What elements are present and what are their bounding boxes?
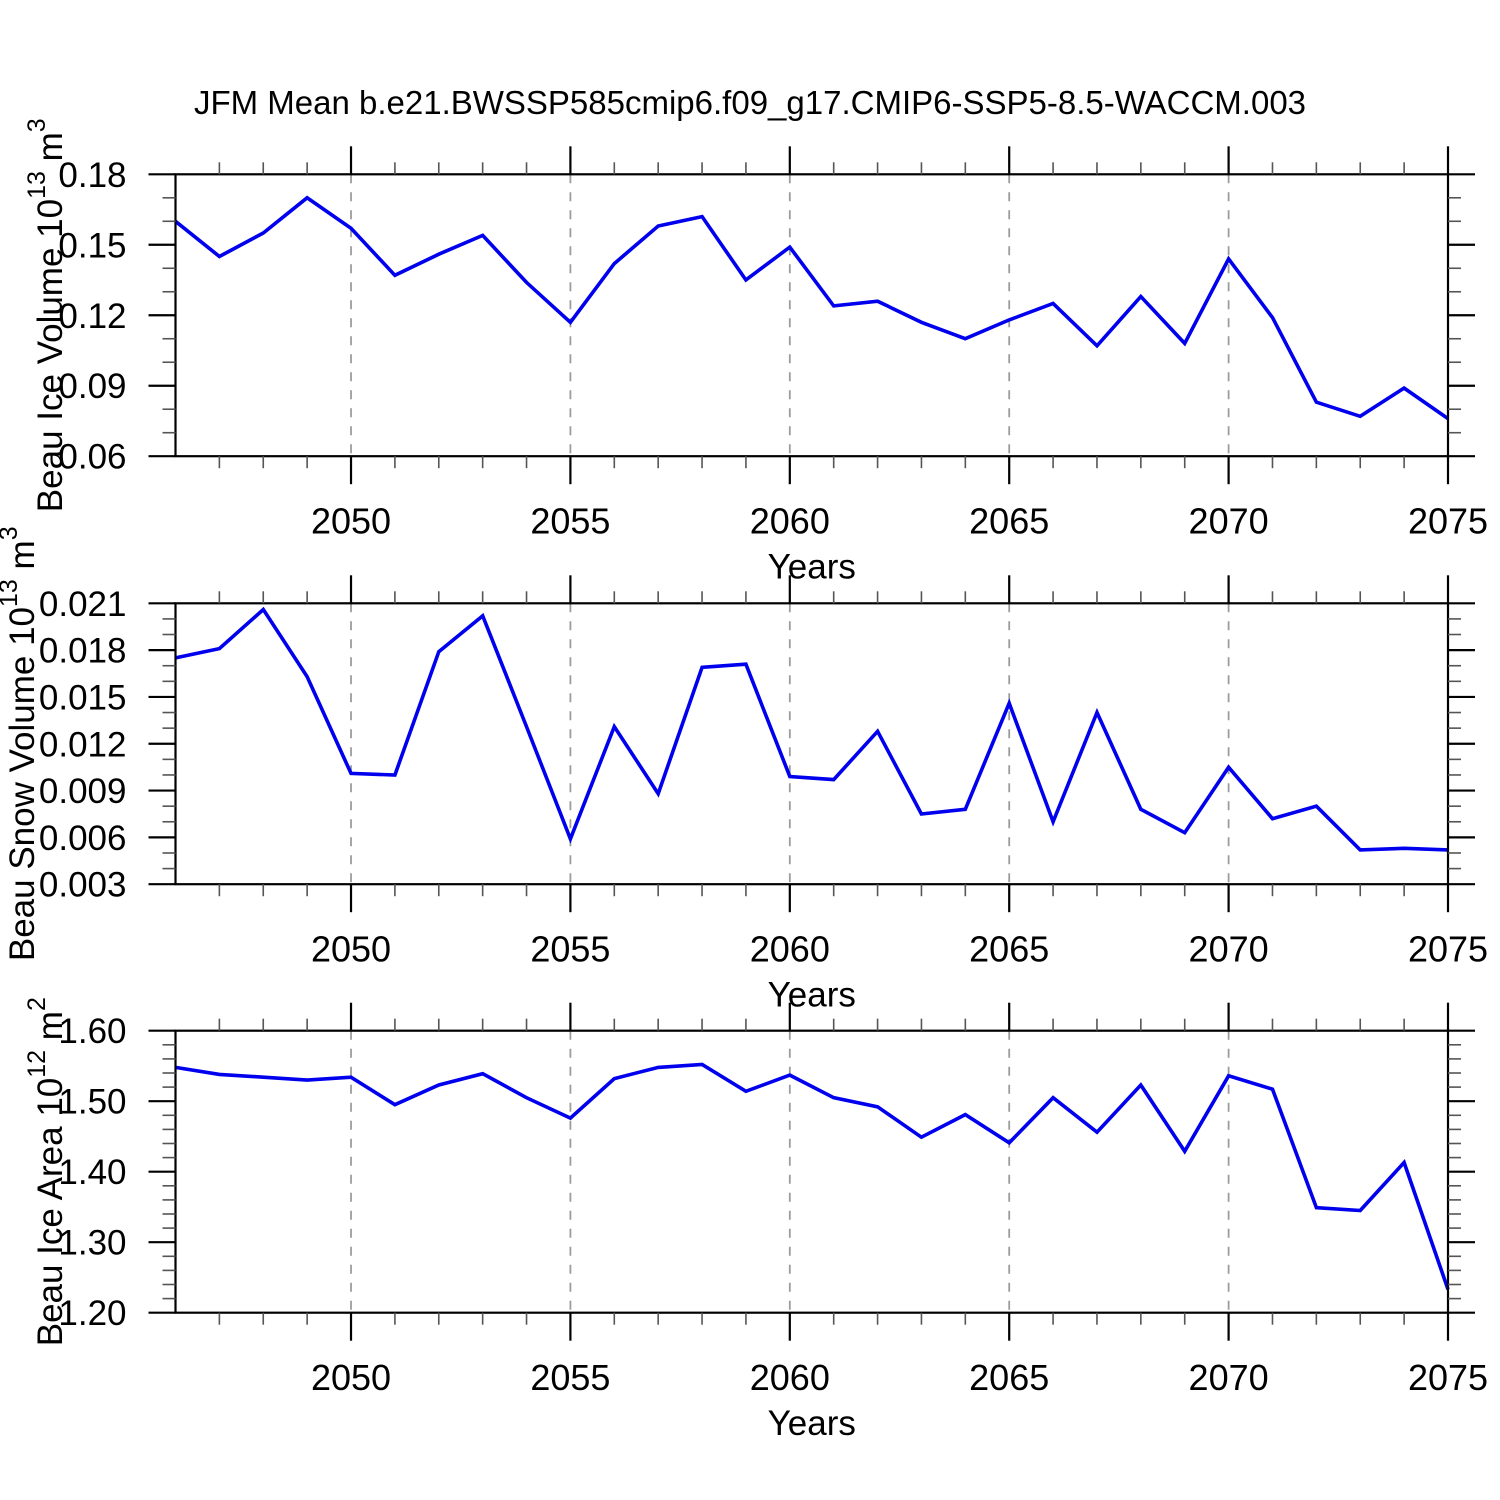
x-tick-label: 2050 [311, 501, 391, 542]
x-tick-label: 2075 [1408, 1357, 1488, 1398]
x-axis-title: Years [768, 976, 856, 1015]
x-tick-label: 2070 [1189, 929, 1269, 970]
data-line-beau-ice-area [175, 1062, 1450, 1290]
panel-frame-beau-ice-volume [174, 173, 1450, 458]
x-tick-label: 2060 [750, 501, 830, 542]
x-axis-title: Years [768, 1404, 856, 1443]
x-tick-label: 2060 [750, 1357, 830, 1398]
chart-title: JFM Mean b.e21.BWSSP585cmip6.f09_g17.CMI… [193, 84, 1307, 121]
y-tick-label: 0.021 [39, 585, 127, 624]
y-tick-label: 0.006 [39, 819, 127, 858]
y-tick-label: 1.60 [58, 1012, 126, 1051]
x-axis-title: Years [768, 548, 856, 587]
y-tick-label: 0.003 [39, 866, 127, 905]
y-tick-label: 1.50 [58, 1083, 126, 1122]
y-tick-label: 0.09 [58, 367, 126, 406]
y-tick-label: 1.30 [58, 1224, 126, 1263]
x-tick-label: 2060 [750, 929, 830, 970]
y-tick-label: 0.12 [58, 297, 126, 336]
data-line-beau-ice-volume [174, 195, 1450, 421]
y-tick-label: 0.012 [39, 725, 127, 764]
x-tick-label: 2065 [969, 501, 1049, 542]
y-tick-label: 0.06 [58, 438, 126, 477]
y-tick-label: 1.40 [58, 1153, 126, 1192]
x-tick-label: 2075 [1408, 501, 1488, 542]
x-tick-label: 2065 [969, 1357, 1049, 1398]
y-axis-title: Beau Snow Volume 1013 m3 [0, 526, 42, 961]
x-tick-label: 2055 [530, 1357, 610, 1398]
panel-frame-beau-snow-volume [174, 602, 1450, 886]
x-tick-label: 2070 [1189, 1357, 1269, 1398]
y-tick-label: 0.18 [58, 156, 126, 195]
data-line-beau-snow-volume [175, 606, 1449, 852]
y-tick-label: 1.20 [58, 1294, 126, 1333]
y-axis-title: Beau Ice Area 1012 m2 [23, 997, 70, 1346]
x-tick-label: 2050 [311, 929, 391, 970]
y-axis-title: Beau Ice Volume 1013 m3 [23, 118, 70, 512]
x-tick-label: 2065 [969, 929, 1049, 970]
panel-frame-beau-ice-area [174, 1029, 1450, 1314]
x-tick-label: 2055 [530, 929, 610, 970]
x-tick-label: 2055 [530, 501, 610, 542]
x-tick-label: 2050 [311, 1357, 391, 1398]
x-tick-label: 2070 [1189, 501, 1269, 542]
y-tick-label: 0.015 [39, 678, 127, 717]
y-tick-label: 0.009 [39, 772, 127, 811]
y-tick-label: 0.15 [58, 226, 126, 265]
y-tick-label: 0.018 [39, 632, 127, 671]
x-tick-label: 2075 [1408, 929, 1488, 970]
